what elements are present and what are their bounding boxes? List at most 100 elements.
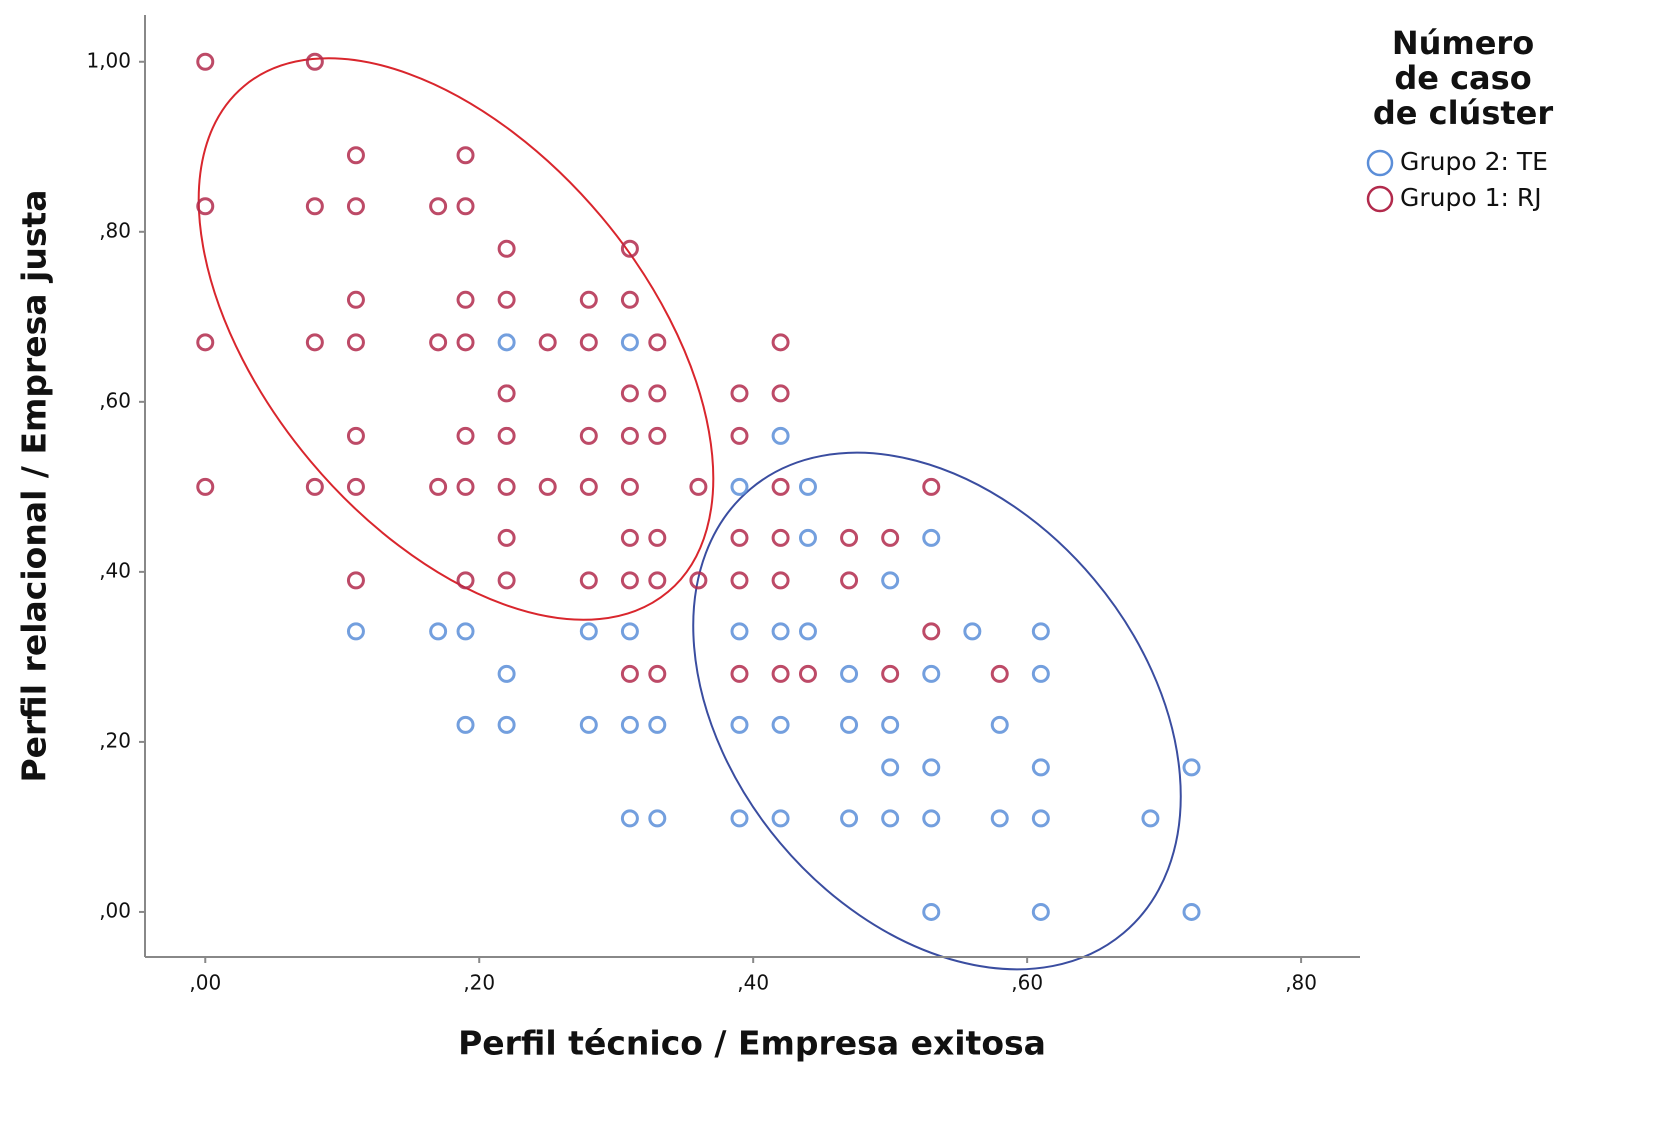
point — [881, 758, 900, 777]
y-tick-label: ,20 — [99, 728, 131, 752]
point — [620, 239, 639, 258]
point — [730, 571, 749, 590]
point — [771, 664, 790, 683]
point — [922, 809, 941, 828]
point — [579, 333, 598, 352]
point — [1182, 758, 1201, 777]
point — [881, 528, 900, 547]
point — [990, 809, 1009, 828]
point — [620, 333, 639, 352]
point — [963, 622, 982, 641]
point — [620, 384, 639, 403]
point — [456, 146, 475, 165]
point — [840, 809, 859, 828]
point — [429, 477, 448, 496]
point — [456, 715, 475, 734]
point — [840, 528, 859, 547]
point — [648, 384, 667, 403]
point — [648, 809, 667, 828]
point — [922, 664, 941, 683]
point — [881, 809, 900, 828]
point — [771, 333, 790, 352]
legend-title: de caso — [1394, 59, 1531, 97]
point — [497, 290, 516, 309]
point — [346, 197, 365, 216]
point — [771, 477, 790, 496]
point — [730, 715, 749, 734]
point — [922, 528, 941, 547]
point — [1182, 902, 1201, 921]
point — [538, 477, 557, 496]
point — [771, 715, 790, 734]
point — [456, 622, 475, 641]
point — [730, 477, 749, 496]
x-tick-label: ,40 — [737, 971, 769, 995]
point — [456, 290, 475, 309]
point — [497, 715, 516, 734]
point — [771, 809, 790, 828]
point — [798, 528, 817, 547]
point — [305, 477, 324, 496]
point — [346, 477, 365, 496]
point — [346, 290, 365, 309]
point — [497, 664, 516, 683]
point — [538, 333, 557, 352]
point — [429, 197, 448, 216]
point — [196, 333, 215, 352]
y-tick-label: ,40 — [99, 558, 131, 582]
point — [579, 477, 598, 496]
point — [798, 622, 817, 641]
x-tick-label: ,20 — [463, 971, 495, 995]
point — [579, 571, 598, 590]
point — [922, 758, 941, 777]
y-tick-label: ,80 — [99, 218, 131, 242]
point — [346, 571, 365, 590]
point — [579, 426, 598, 445]
point — [346, 622, 365, 641]
point — [196, 52, 215, 71]
point — [429, 622, 448, 641]
point — [579, 290, 598, 309]
point — [922, 477, 941, 496]
point — [771, 622, 790, 641]
point — [689, 571, 708, 590]
point — [771, 571, 790, 590]
legend-title: Número — [1392, 24, 1534, 62]
point — [1141, 809, 1160, 828]
x-tick-label: ,80 — [1285, 971, 1317, 995]
point — [730, 664, 749, 683]
point — [620, 809, 639, 828]
point — [620, 290, 639, 309]
point — [620, 477, 639, 496]
point — [648, 528, 667, 547]
point — [1031, 664, 1050, 683]
point — [305, 333, 324, 352]
point — [579, 715, 598, 734]
point — [497, 333, 516, 352]
legend-title: de clúster — [1373, 94, 1554, 132]
point — [497, 571, 516, 590]
point — [346, 146, 365, 165]
x-tick-label: ,60 — [1011, 971, 1043, 995]
point — [840, 664, 859, 683]
point — [881, 715, 900, 734]
point — [456, 426, 475, 445]
point — [497, 426, 516, 445]
point — [881, 664, 900, 683]
point — [922, 622, 941, 641]
point — [346, 426, 365, 445]
point — [730, 622, 749, 641]
point — [771, 426, 790, 445]
point — [730, 384, 749, 403]
point — [730, 809, 749, 828]
point — [497, 384, 516, 403]
point — [620, 664, 639, 683]
point — [689, 477, 708, 496]
point — [840, 571, 859, 590]
legend-label: Grupo 2: TE — [1400, 147, 1548, 176]
point — [620, 426, 639, 445]
point — [196, 197, 215, 216]
y-tick-label: ,60 — [99, 388, 131, 412]
point — [990, 715, 1009, 734]
